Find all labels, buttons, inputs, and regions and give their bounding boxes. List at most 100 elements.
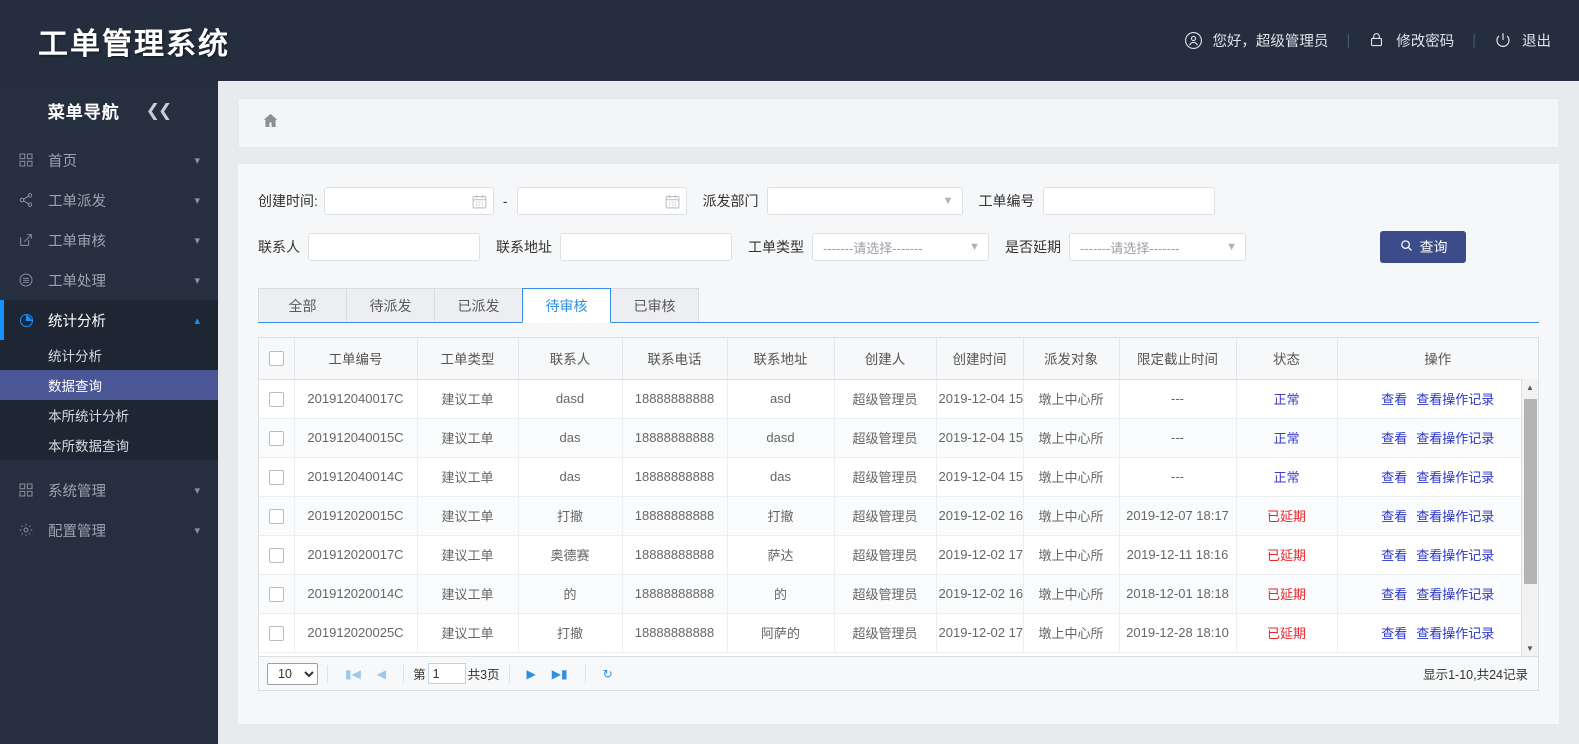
dispatch-dept-label: 派发部门 bbox=[702, 193, 759, 209]
table-row[interactable]: 201912040014C 建议工单 das 18888888888 das 超级管理员 2… bbox=[259, 457, 1538, 497]
sidebar-subitem-local-data-query[interactable]: 本所数据查询 bbox=[0, 430, 218, 460]
sidebar-item-config[interactable]: 配置管理 ▾ bbox=[0, 510, 218, 550]
select-all-checkbox[interactable] bbox=[268, 351, 284, 367]
row-checkbox[interactable] bbox=[268, 430, 284, 446]
sidebar-collapse-icon[interactable]: ❮❮ bbox=[145, 100, 172, 120]
action-link[interactable]: 查看 bbox=[1381, 587, 1408, 602]
dispatch-dept-select[interactable]: ▼ bbox=[766, 187, 963, 215]
col-dispatch-target[interactable]: 派发对象 bbox=[1023, 338, 1120, 380]
create-time-end-field[interactable] bbox=[516, 187, 687, 215]
action-link[interactable]: 查看操作记录 bbox=[1416, 509, 1495, 524]
table-row[interactable]: 201912040015C 建议工单 das 18888888888 dasd 超级管理员… bbox=[259, 418, 1538, 458]
cell-address: 的 bbox=[727, 574, 835, 614]
sidebar-subitem-local-statistics[interactable]: 本所统计分析 bbox=[0, 400, 218, 430]
contact-label: 联系人 bbox=[258, 239, 300, 255]
scroll-down-icon[interactable]: ▼ bbox=[1526, 643, 1534, 653]
create-time-start-field[interactable] bbox=[323, 187, 494, 215]
row-checkbox[interactable] bbox=[268, 469, 284, 485]
table-row[interactable]: 201912020015C 建议工单 打撤 18888888888 打撤 超级管理员 201… bbox=[259, 496, 1538, 536]
row-checkbox[interactable] bbox=[268, 508, 284, 524]
create-time-end-input[interactable] bbox=[516, 187, 687, 215]
action-link[interactable]: 查看 bbox=[1381, 431, 1408, 446]
cell-order-no: 201912040014C bbox=[294, 457, 418, 497]
cell-order-type: 建议工单 bbox=[417, 496, 519, 536]
action-link[interactable]: 查看操作记录 bbox=[1416, 548, 1495, 563]
logout-button[interactable]: 退出 bbox=[1494, 30, 1551, 51]
row-checkbox[interactable] bbox=[268, 625, 284, 641]
col-status[interactable]: 状态 bbox=[1236, 338, 1338, 380]
table-row[interactable]: 201912040017C 建议工单 dasd 18888888888 asd 超级管理员… bbox=[259, 379, 1538, 419]
row-checkbox[interactable] bbox=[268, 391, 284, 407]
user-greeting[interactable]: 您好，超级管理员 bbox=[1184, 30, 1328, 51]
sidebar-subitem-data-query[interactable]: 数据查询 bbox=[0, 370, 218, 400]
refresh-icon[interactable]: ↻ bbox=[602, 666, 613, 681]
cell-deadline: 2019-12-07 18:17 bbox=[1119, 496, 1237, 536]
sidebar-item-audit[interactable]: 工单审核 ▾ bbox=[0, 220, 218, 260]
cell-contact: das bbox=[518, 418, 623, 458]
row-checkbox[interactable] bbox=[268, 547, 284, 563]
order-type-select[interactable]: -------请选择------- ▼ bbox=[812, 233, 989, 261]
action-link[interactable]: 查看操作记录 bbox=[1416, 392, 1495, 407]
action-link[interactable]: 查看 bbox=[1381, 626, 1408, 641]
search-form: 创建时间: - bbox=[238, 164, 1559, 282]
action-link[interactable]: 查看 bbox=[1381, 470, 1408, 485]
action-link[interactable]: 查看 bbox=[1381, 509, 1408, 524]
edit-square-icon bbox=[18, 232, 40, 248]
prev-page-icon[interactable]: ◀ bbox=[376, 666, 387, 681]
next-page-icon[interactable]: ▶ bbox=[526, 666, 536, 681]
tab-pending-dispatch[interactable]: 待派发 bbox=[346, 288, 435, 322]
col-creator[interactable]: 创建人 bbox=[834, 338, 937, 380]
search-button[interactable]: 查询 bbox=[1380, 231, 1466, 263]
address-input[interactable] bbox=[560, 233, 732, 261]
scroll-up-icon[interactable]: ▲ bbox=[1526, 382, 1534, 392]
table-vertical-scrollbar[interactable]: ▲ ▼ bbox=[1521, 379, 1538, 656]
delayed-select[interactable]: -------请选择------- ▼ bbox=[1069, 233, 1246, 261]
tab-all[interactable]: 全部 bbox=[258, 288, 347, 322]
col-created-time[interactable]: 创建时间 bbox=[936, 338, 1024, 380]
cell-phone: 18888888888 bbox=[622, 418, 728, 458]
page-size-select[interactable]: 102050100 bbox=[267, 662, 318, 685]
contact-input[interactable] bbox=[308, 233, 480, 261]
tab-dispatched[interactable]: 已派发 bbox=[434, 288, 523, 322]
sidebar-item-process[interactable]: 工单处理 ▾ bbox=[0, 260, 218, 300]
tab-audited[interactable]: 已审核 bbox=[610, 288, 699, 322]
order-no-input[interactable] bbox=[1042, 187, 1215, 215]
sidebar-item-statistics[interactable]: 统计分析 ▴ bbox=[0, 300, 218, 340]
table-row[interactable]: 201912020025C 建议工单 打撤 18888888888 阿萨的 超级管理员 20… bbox=[259, 613, 1538, 653]
first-page-icon[interactable]: ▮◀ bbox=[345, 666, 361, 681]
col-operations[interactable]: 操作 bbox=[1337, 338, 1538, 380]
scrollbar-thumb[interactable] bbox=[1524, 399, 1537, 584]
action-link[interactable]: 查看操作记录 bbox=[1416, 587, 1495, 602]
action-link[interactable]: 查看 bbox=[1381, 548, 1408, 563]
sidebar-item-dispatch[interactable]: 工单派发 ▾ bbox=[0, 180, 218, 220]
col-deadline[interactable]: 限定截止时间 bbox=[1119, 338, 1237, 380]
action-link[interactable]: 查看操作记录 bbox=[1416, 626, 1495, 641]
create-time-start-input[interactable] bbox=[323, 187, 494, 215]
cell-address: dasd bbox=[727, 418, 835, 458]
sidebar-item-system[interactable]: 系统管理 ▾ bbox=[0, 470, 218, 510]
sidebar-item-home[interactable]: 首页 ▾ bbox=[0, 140, 218, 180]
header-actions: 您好，超级管理员 | 修改密码 | 退出 bbox=[1184, 30, 1551, 51]
col-order-no[interactable]: 工单编号 bbox=[294, 338, 418, 380]
cell-created-time: 2019-12-04 15 bbox=[936, 457, 1024, 497]
col-phone[interactable]: 联系电话 bbox=[622, 338, 728, 380]
action-link[interactable]: 查看操作记录 bbox=[1416, 431, 1495, 446]
change-password-button[interactable]: 修改密码 bbox=[1368, 30, 1454, 51]
action-link[interactable]: 查看操作记录 bbox=[1416, 470, 1495, 485]
last-page-icon[interactable]: ▶▮ bbox=[551, 666, 568, 681]
row-checkbox[interactable] bbox=[268, 586, 284, 602]
tab-pending-audit[interactable]: 待审核 bbox=[522, 288, 611, 323]
table-row[interactable]: 201912020017C 建议工单 奥德赛 18888888888 萨达 超级管理员 20… bbox=[259, 535, 1538, 575]
action-link[interactable]: 查看 bbox=[1381, 392, 1408, 407]
table-row[interactable]: 201912020014C 建议工单的 18888888888 的超级管理员 2019-… bbox=[259, 574, 1538, 614]
col-contact[interactable]: 联系人 bbox=[518, 338, 623, 380]
home-icon[interactable] bbox=[261, 111, 280, 135]
order-type-label: 工单类型 bbox=[748, 239, 804, 255]
col-address[interactable]: 联系地址 bbox=[727, 338, 835, 380]
cell-creator: 超级管理员 bbox=[834, 457, 937, 497]
page-number-input[interactable] bbox=[427, 663, 466, 684]
sidebar-subitem-statistics[interactable]: 统计分析 bbox=[0, 340, 218, 370]
col-order-type[interactable]: 工单类型 bbox=[417, 338, 519, 380]
cell-phone: 18888888888 bbox=[622, 379, 728, 419]
date-range-separator: - bbox=[502, 193, 508, 209]
